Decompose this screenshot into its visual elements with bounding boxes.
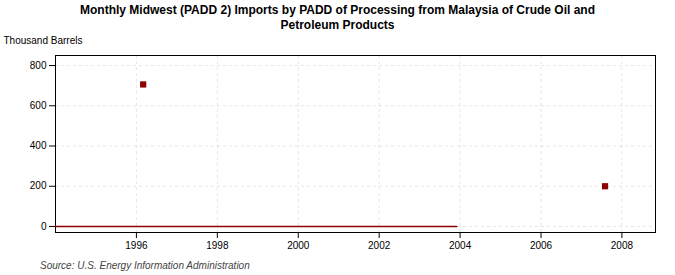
- svg-text:800: 800: [30, 60, 47, 71]
- svg-text:0: 0: [41, 221, 47, 232]
- svg-text:200: 200: [30, 180, 47, 191]
- svg-text:2004: 2004: [449, 240, 472, 251]
- svg-text:2008: 2008: [611, 240, 634, 251]
- svg-text:1998: 1998: [206, 240, 229, 251]
- svg-text:400: 400: [30, 140, 47, 151]
- svg-text:2002: 2002: [368, 240, 391, 251]
- svg-text:Thousand Barrels: Thousand Barrels: [4, 35, 83, 46]
- svg-text:2006: 2006: [530, 240, 553, 251]
- svg-text:600: 600: [30, 100, 47, 111]
- html-text:Monthly Midwest (PADD 2) Impor: Monthly Midwest (PADD 2) Imports by PADD…: [80, 3, 595, 32]
- svg-text:2000: 2000: [287, 240, 310, 251]
- html-text:Source: U.S. Energy Informatio: Source: U.S. Energy Information Administ…: [40, 260, 250, 271]
- svg-text:1996: 1996: [125, 240, 148, 251]
